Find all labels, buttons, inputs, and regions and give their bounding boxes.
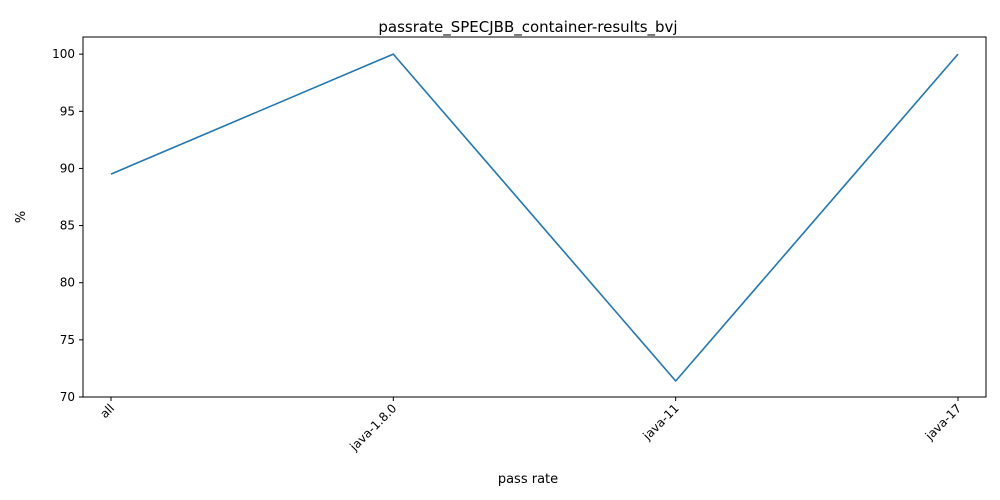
- chart-title: passrate_SPECJBB_container-results_bvj: [378, 18, 677, 37]
- y-axis: 70 75 80 85 90 95 100: [52, 47, 83, 404]
- y-tick-label: 70: [60, 390, 75, 404]
- x-tick-label: java-11: [640, 401, 682, 443]
- y-tick-label: 100: [52, 47, 75, 61]
- y-tick-label: 90: [60, 161, 75, 175]
- y-tick-label: 85: [60, 219, 75, 233]
- plot-frame: [82, 36, 987, 398]
- x-tick-label: java-17: [922, 401, 964, 443]
- y-tick-label: 95: [60, 104, 75, 118]
- x-tick-label: all: [97, 401, 117, 421]
- x-tick-label: java-1.8.0: [346, 401, 399, 454]
- series-group: [110, 53, 959, 382]
- x-axis-label: pass rate: [498, 472, 558, 487]
- series-line: [110, 53, 959, 382]
- y-tick-label: 75: [60, 333, 75, 347]
- x-axis: all java-1.8.0 java-11 java-17: [97, 397, 964, 454]
- y-tick-label: 80: [60, 276, 75, 290]
- y-axis-label: %: [14, 211, 29, 223]
